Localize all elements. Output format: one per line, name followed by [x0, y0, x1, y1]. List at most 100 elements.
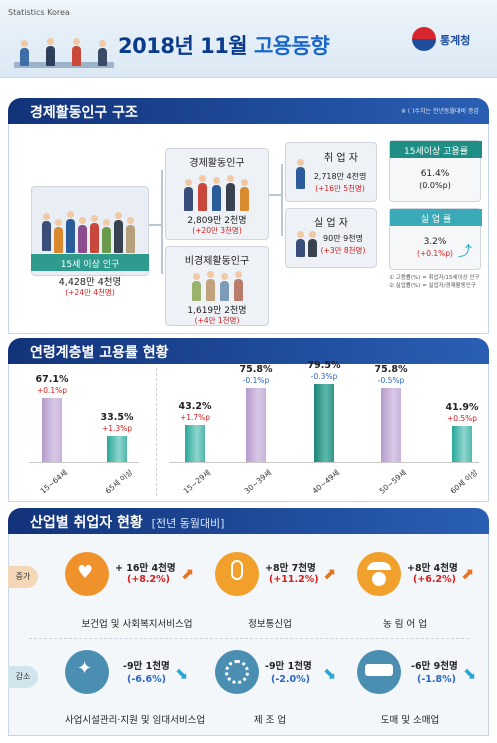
industry-title-sub: [전년 동월대비]: [151, 517, 225, 530]
employed-change: (+16만 5천명): [315, 184, 365, 193]
industry-inc-2-value: +8만 4천명: [407, 563, 458, 574]
title-date: 2018년 11월: [118, 34, 248, 58]
econ-active-value: 2,809만 2천명: [187, 216, 247, 226]
age-bar-change-label-2: +1.7%p: [179, 412, 211, 422]
age-section-header: 연령계층별 고용률 현황: [8, 338, 489, 364]
structure-note: ※ ( )수치는 전년동월대비 증감: [400, 108, 479, 115]
age-bar-value-label-6: 41.9%: [445, 402, 479, 414]
structure-section-title: 경제활동인구 구조: [30, 105, 138, 121]
age-bar-change-label-1: +1.3%p: [101, 423, 133, 433]
industry-dec-0-value: -9만 1천명: [123, 661, 170, 672]
age-bar-change-label-5: -0.5%p: [377, 375, 405, 385]
header-banner: Statistics Korea 2018년 11월 고용동향 통계청: [0, 0, 497, 78]
age-bar-value-label-0: 67.1%: [35, 373, 69, 385]
age-section-title: 연령계층별 고용률 현황: [30, 345, 169, 361]
age-bar-category-label-3: 30~39세: [242, 468, 274, 496]
econ-inactive-label: 비경제활동인구: [184, 256, 250, 267]
econ-active-card: 경제활동인구 2,809만 2천명 (+20만 3천명): [165, 148, 269, 240]
main-title: 2018년 11월 고용동향: [118, 30, 330, 60]
industry-section-title: 산업별 취업자 현황 [전년 동월대비]: [30, 512, 224, 532]
employed-card: 취 업 자 2,718만 4천명 (+16만 5천명): [285, 142, 377, 202]
unemployed-card: 실 업 자 90만 9천명 (+3만 8천명): [285, 208, 377, 268]
employment-rate-change: (0.0%p): [419, 181, 451, 190]
unemployment-rate-value: 3.2%: [423, 237, 447, 247]
structure-section-header: 경제활동인구 구조 ※ ( )수치는 전년동월대비 증감: [8, 98, 489, 124]
industry-inc-1-value: +8만 7천명: [265, 563, 316, 574]
pop15-value: 4,428만 4천명: [58, 277, 122, 288]
unemployed-value: 90만 9천명: [323, 234, 363, 243]
age-bar-change-label-6: +0.5%p: [446, 414, 478, 424]
increase-arrow-icon: ⬈: [323, 564, 337, 583]
age-bar-value-label-2: 43.2%: [178, 400, 212, 412]
industry-inc-1-change: (+11.2%): [269, 574, 319, 585]
age-bar-5: [381, 387, 401, 462]
agriculture-icon: [357, 552, 401, 596]
age-bar-change-label-4: -0.3%p: [310, 371, 338, 381]
decrease-arrow-icon: ⬊: [175, 664, 189, 683]
agency-label: Statistics Korea: [8, 8, 70, 17]
taegeuk-logo-icon: [412, 27, 436, 51]
age-bar-category-label-0: 15~64세: [38, 468, 70, 496]
increase-tag: 증가: [8, 566, 38, 588]
industry-dec-2-name: 도매 및 소매업: [380, 715, 440, 726]
age-bar-value-label-4: 79.5%: [307, 359, 341, 371]
age-bar-category-label-2: 15~29세: [181, 468, 213, 496]
connector-line: [281, 164, 283, 236]
employed-label: 취 업 자: [324, 153, 358, 164]
industry-inc-2-change: (+6.2%): [413, 574, 456, 585]
industry-dec-2-value: -6만 9천명: [411, 661, 458, 672]
unemployed-label: 실 업 자: [314, 218, 348, 229]
age-bar-category-label-1: 65세 이상: [103, 467, 135, 496]
rate-footnotes: ① 고용률(%) = 취업자/15세이상 인구 ② 실업률(%) = 실업자/경…: [389, 274, 480, 290]
footnote-employment-rate: ① 고용률(%) = 취업자/15세이상 인구: [389, 275, 480, 281]
increase-arrow-icon: ⬈: [461, 564, 475, 583]
chart-baseline-left: [29, 462, 139, 463]
age-bar-0: [42, 397, 62, 462]
age-bar-category-label-5: 50~59세: [377, 468, 409, 496]
industry-inc-0-change: (+8.2%): [127, 574, 170, 585]
pop15-change: (+24만 4천명): [65, 288, 115, 297]
age-bar-value-label-1: 33.5%: [100, 411, 134, 423]
econ-inactive-card: 비경제활동인구 1,619만 2천명 (+4만 1천명): [165, 246, 269, 326]
manufacturing-icon: [215, 650, 259, 694]
industry-dec-2-change: (-1.8%): [417, 674, 456, 685]
unemployment-rate-card: 실 업 률 3.2% (+0.1%p) ⤴: [389, 208, 482, 270]
trend-up-arrow-icon: ⤴: [458, 244, 472, 260]
chart-baseline-right: [169, 462, 479, 463]
employment-rate-value: 61.4%: [420, 169, 450, 179]
industry-dec-1-name: 제 조 업: [253, 715, 287, 726]
econ-inactive-value: 1,619만 2천명: [187, 306, 247, 316]
header-workers-illustration: [14, 38, 114, 74]
increase-arrow-icon: ⬈: [181, 564, 195, 583]
employment-rate-label: 15세이상 고용률: [390, 141, 482, 158]
econ-active-label: 경제활동인구: [189, 158, 245, 169]
decrease-arrow-icon: ⬊: [463, 664, 477, 683]
employment-rate-card: 15세이상 고용률 61.4% (0.0%p): [389, 140, 482, 202]
age-bar-category-label-6: 60세 이상: [448, 467, 480, 496]
unemployment-rate-change: (+0.1%p): [417, 249, 453, 258]
healthcare-icon: ♥: [65, 552, 109, 596]
industry-inc-1-name: 정보통신업: [248, 619, 292, 630]
econ-inactive-change: (+4만 1천명): [194, 316, 240, 325]
age-employment-chart: 67.1% +0.1%p 15~64세 33.5% +1.3%p 65세 이상 43.2% +…: [9, 360, 488, 502]
unemployed-change: (+3만 8천명): [320, 246, 366, 255]
industry-row-divider: [29, 638, 469, 639]
industry-title: 산업별 취업자 현황: [30, 515, 143, 531]
pop15-label: 15세 이상 인구: [31, 254, 149, 271]
chart-divider: [156, 368, 157, 496]
age-bar-change-label-0: +0.1%p: [36, 385, 68, 395]
industry-dec-1-change: (-2.0%): [271, 674, 310, 685]
employed-value: 2,718만 4천명: [313, 172, 367, 181]
facility-management-icon: ✦: [65, 650, 109, 694]
age-bar-category-label-4: 40~49세: [310, 468, 342, 496]
connector-line: [149, 224, 163, 226]
industry-inc-0-name: 보건업 및 사회복지서비스업: [81, 619, 193, 630]
industry-section-header: 산업별 취업자 현황 [전년 동월대비]: [8, 508, 489, 534]
footnote-unemployment-rate: ② 실업률(%) = 실업자/경제활동인구: [389, 283, 476, 289]
unemployment-rate-label: 실 업 률: [390, 209, 482, 226]
econ-active-change: (+20만 3천명): [192, 226, 242, 235]
logo-text: 통계청: [440, 34, 471, 47]
age-bar-value-label-5: 75.8%: [374, 363, 408, 375]
statistics-korea-logo: 통계청: [412, 27, 492, 51]
age-bar-3: [246, 387, 266, 462]
